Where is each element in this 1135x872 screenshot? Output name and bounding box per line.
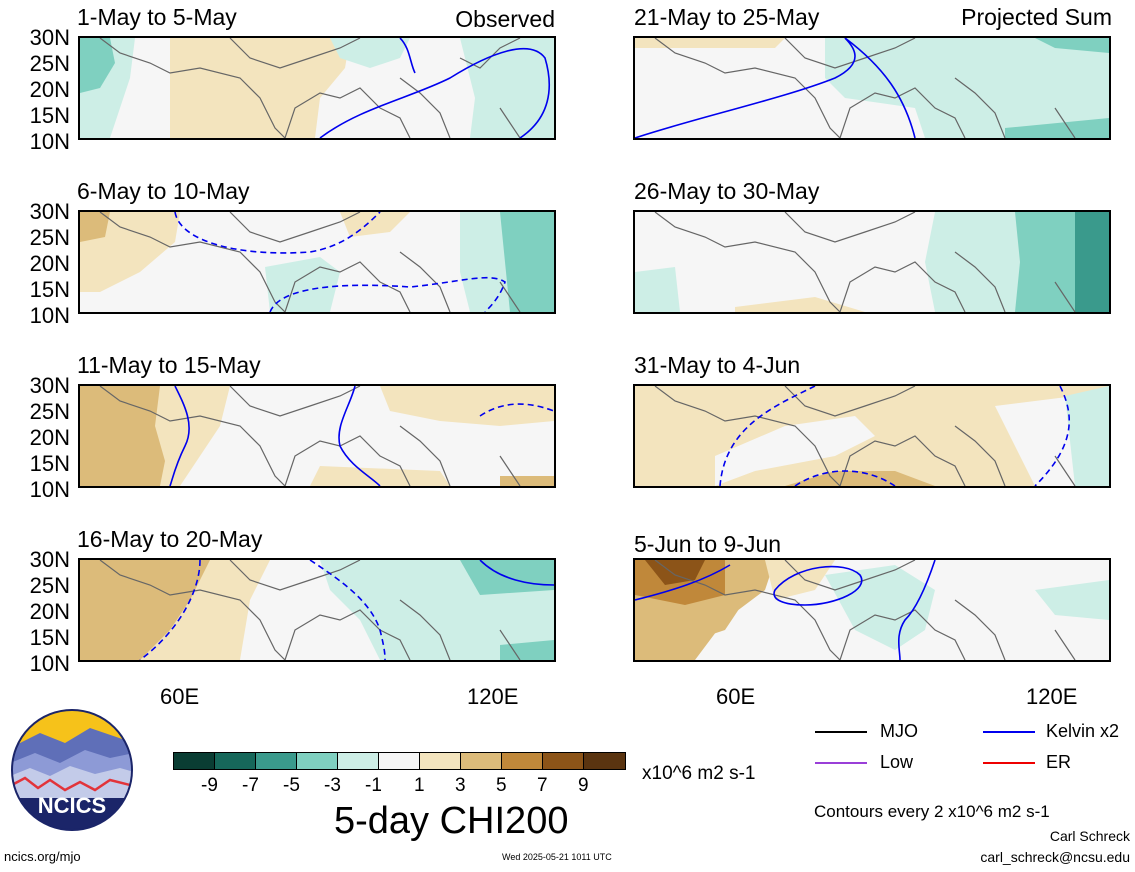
lat-label: 25N [29,51,70,76]
map-panel-5 [633,36,1111,140]
kelvin-legend-label: Kelvin x2 [1046,721,1120,741]
map-panel-3 [78,384,556,488]
projected-sum-label: Projected Sum [961,4,1112,30]
lat-label: 15N [29,625,70,650]
lat-label: 15N [29,103,70,128]
site-link[interactable]: ncics.org/mjo [4,849,81,864]
lat-label: 20N [29,425,70,450]
lat-label: 30N [29,25,70,50]
lat-label: 20N [29,77,70,102]
colorbar-tick: -3 [324,775,341,796]
panel-title-2: 6-May to 10-May [77,178,250,204]
lon-label-60e-right: 60E [716,684,756,709]
lat-label: 30N [29,547,70,572]
lat-label: 20N [29,599,70,624]
colorbar-cell [583,752,626,770]
colorbar-units: x10^6 m2 s-1 [642,763,756,784]
lon-label-120e-right: 120E [1026,684,1078,709]
colorbar-cell [255,752,297,770]
contour-note: Contours every 2 x10^6 m2 s-1 [814,802,1050,821]
low-legend-label: Low [880,752,914,772]
logo-text: NCICS [37,793,107,818]
lat-label: 25N [29,399,70,424]
colorbar-cell [542,752,584,770]
mjo-legend-label: MJO [880,721,918,741]
colorbar-cell [173,752,215,770]
lat-label: 15N [29,451,70,476]
timestamp: Wed 2025-05-21 1011 UTC [502,852,612,862]
colorbar-cell [337,752,379,770]
mjo-legend-line [815,731,867,733]
lat-label: 20N [29,251,70,276]
panel-title-4: 16-May to 20-May [77,526,263,552]
lat-label: 10N [29,303,70,328]
colorbar-tick: -7 [242,775,259,796]
colorbar-cell [460,752,502,770]
colorbar-cell [296,752,338,770]
map-panel-6 [633,210,1111,314]
panel-title-6: 26-May to 30-May [634,178,820,204]
panel-title-8: 5-Jun to 9-Jun [634,531,782,557]
author-email[interactable]: carl_schreck@ncsu.edu [980,849,1130,865]
colorbar-title: 5-day CHI200 [334,800,569,842]
er-legend-line [983,762,1035,764]
observed-label: Observed [455,6,555,32]
panel-title-1: 1-May to 5-May [77,4,237,30]
map-panel-1 [78,36,556,140]
lon-label-60e-left: 60E [160,684,200,709]
colorbar-tick: 9 [578,775,589,796]
panel-title-7: 31-May to 4-Jun [634,352,801,378]
colorbar-tick: 5 [496,775,507,796]
colorbar-tick: -5 [283,775,300,796]
lat-label: 25N [29,225,70,250]
colorbar-tick: 7 [537,775,548,796]
lat-label: 30N [29,199,70,224]
lat-label: 10N [29,651,70,676]
lat-label: 15N [29,277,70,302]
lon-label-120e-left: 120E [467,684,519,709]
map-panel-8 [633,558,1111,662]
ncics-logo: NCICS [10,708,134,832]
map-panel-2 [78,210,556,314]
er-legend-label: ER [1046,752,1072,772]
colorbar-cell [378,752,420,770]
lat-label: 10N [29,129,70,154]
panel-title-3: 11-May to 15-May [77,352,261,378]
map-panel-4 [78,558,556,662]
panel-title-5: 21-May to 25-May [634,4,820,30]
kelvin-legend-line [983,731,1035,733]
colorbar-tick: -1 [365,775,382,796]
colorbar-cell [501,752,543,770]
low-legend-line [815,762,867,764]
colorbar-cell [419,752,461,770]
author-name: Carl Schreck [1049,828,1130,844]
colorbar-tick: 1 [414,775,425,796]
lat-label: 10N [29,477,70,502]
lat-label: 25N [29,573,70,598]
colorbar-tick: 3 [455,775,466,796]
lat-label: 30N [29,373,70,398]
colorbar-cell [214,752,256,770]
map-panel-7 [633,384,1111,488]
colorbar-tick: -9 [201,775,218,796]
